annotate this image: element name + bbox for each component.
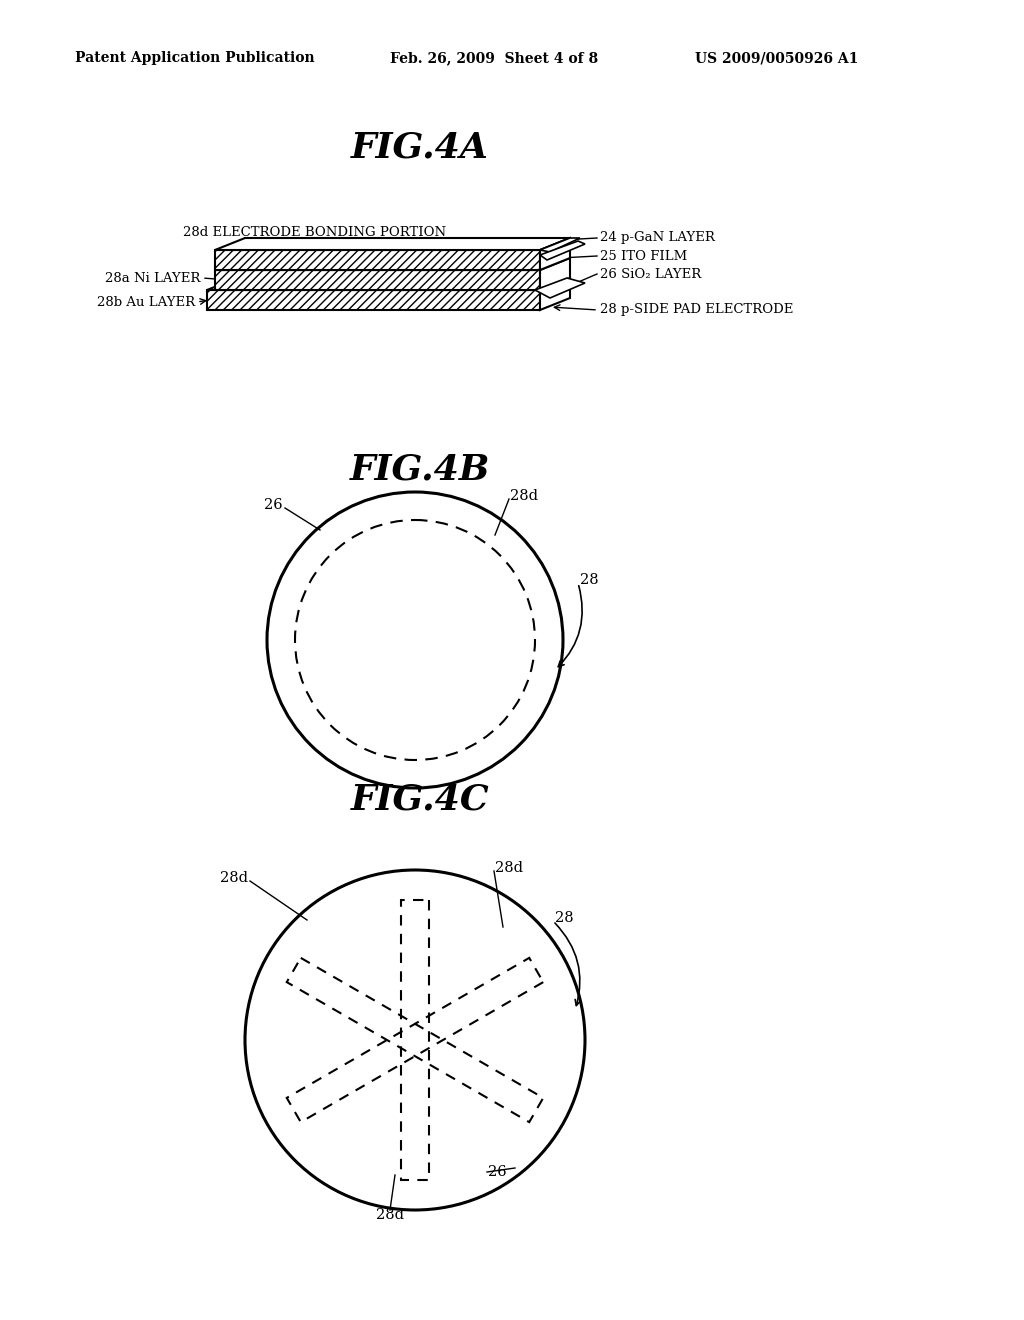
Text: 24 p-GaN LAYER: 24 p-GaN LAYER bbox=[600, 231, 715, 244]
Polygon shape bbox=[215, 249, 540, 271]
Polygon shape bbox=[540, 279, 570, 310]
Text: 25 ITO FILM: 25 ITO FILM bbox=[600, 249, 687, 263]
Text: 28d ELECTRODE BONDING PORTION: 28d ELECTRODE BONDING PORTION bbox=[183, 226, 446, 239]
Polygon shape bbox=[540, 242, 585, 260]
Text: 28b Au LAYER: 28b Au LAYER bbox=[97, 296, 195, 309]
Text: 28 p-SIDE PAD ELECTRODE: 28 p-SIDE PAD ELECTRODE bbox=[600, 304, 794, 317]
Polygon shape bbox=[207, 279, 570, 290]
Text: 28d: 28d bbox=[220, 871, 248, 884]
Polygon shape bbox=[540, 238, 580, 252]
Text: US 2009/0050926 A1: US 2009/0050926 A1 bbox=[695, 51, 858, 65]
Polygon shape bbox=[540, 238, 570, 271]
Polygon shape bbox=[540, 257, 570, 290]
Text: Patent Application Publication: Patent Application Publication bbox=[75, 51, 314, 65]
Text: 28: 28 bbox=[580, 573, 599, 587]
Text: 28d: 28d bbox=[495, 861, 523, 875]
Text: 28: 28 bbox=[555, 911, 573, 925]
Polygon shape bbox=[215, 271, 540, 290]
Text: FIG.4C: FIG.4C bbox=[350, 783, 489, 817]
Text: 28a Ni LAYER: 28a Ni LAYER bbox=[104, 272, 200, 285]
Text: 26: 26 bbox=[264, 498, 283, 512]
Text: FIG.4A: FIG.4A bbox=[351, 131, 488, 165]
Text: Feb. 26, 2009  Sheet 4 of 8: Feb. 26, 2009 Sheet 4 of 8 bbox=[390, 51, 598, 65]
Text: FIG.4B: FIG.4B bbox=[350, 453, 490, 487]
Text: 28d: 28d bbox=[510, 488, 538, 503]
Text: 28d: 28d bbox=[376, 1208, 404, 1222]
Text: 26: 26 bbox=[488, 1166, 507, 1179]
Polygon shape bbox=[207, 290, 540, 310]
Polygon shape bbox=[535, 279, 585, 298]
Text: 26 SiO₂ LAYER: 26 SiO₂ LAYER bbox=[600, 268, 701, 281]
Polygon shape bbox=[215, 257, 570, 271]
Polygon shape bbox=[215, 238, 570, 249]
